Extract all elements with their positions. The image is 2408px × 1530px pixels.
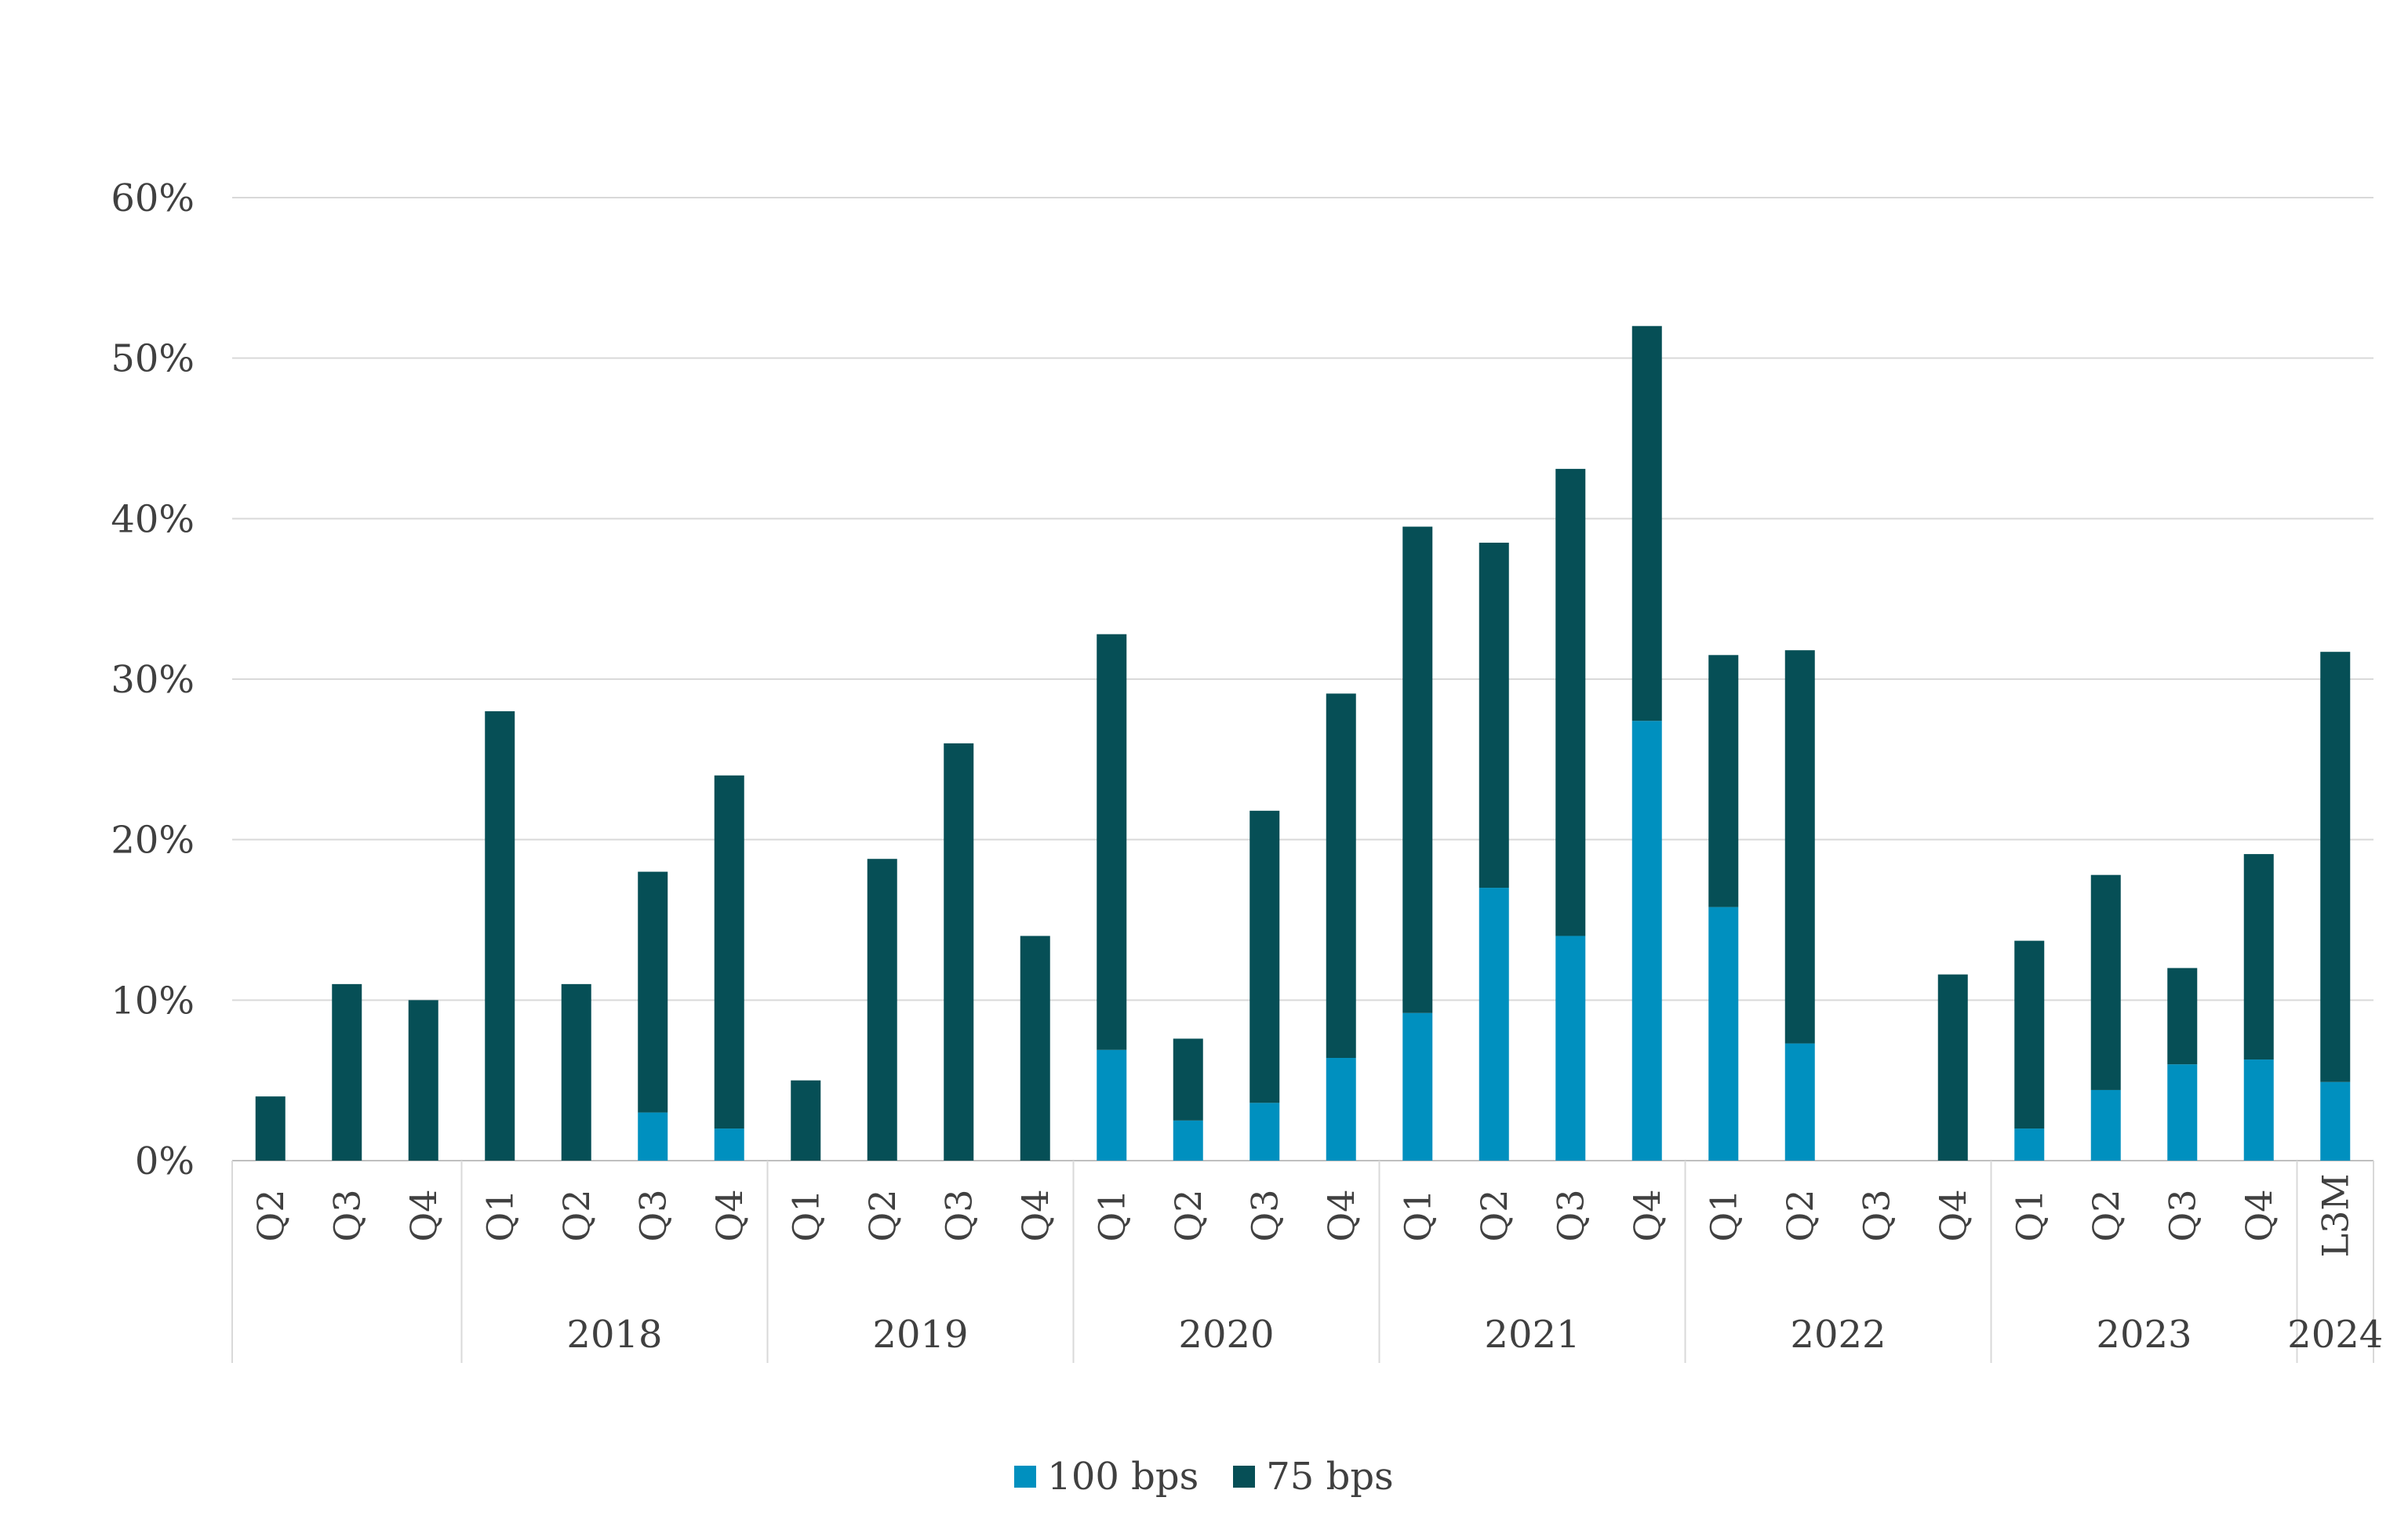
y-tick-label: 60% [111,176,195,220]
bar-75-bps [638,871,668,1113]
bar-75-bps [2014,940,2045,1129]
bar-75-bps [791,1080,821,1161]
legend-item-75-bps: 75 bps [1233,1455,1394,1499]
x-tick-label: Q4 [1320,1190,1362,1242]
bar-100-bps [1555,936,1586,1161]
x-tick-label: Q2 [861,1190,904,1242]
x-tick-label: Q2 [1167,1190,1209,1242]
bar-100-bps [1708,907,1739,1161]
x-tick-label: Q2 [1473,1190,1515,1242]
bar-75-bps [1784,650,1815,1044]
bar-75-bps [714,775,744,1129]
x-tick-label: Q4 [2238,1190,2280,1242]
bar-75-bps [1020,936,1050,1161]
y-tick-label: 30% [111,658,195,702]
bar-75-bps [1631,325,1662,721]
bar-75-bps [1708,655,1739,907]
x-tick-label: Q2 [2085,1190,2127,1242]
legend: 100 bps 75 bps [0,1455,2408,1499]
bar-100-bps [2014,1128,2045,1161]
group-label: 2021 [1484,1313,1580,1357]
bar-100-bps [1631,721,1662,1161]
bar-75-bps [1937,974,1968,1161]
x-tick-label: Q1 [2008,1190,2050,1242]
x-tick-label: Q1 [784,1190,827,1242]
x-tick-label: Q3 [2161,1190,2203,1242]
bar-100-bps [2320,1081,2351,1161]
bar-75-bps [1402,526,1433,1013]
group-label: 2019 [872,1313,968,1357]
group-label: 2018 [566,1313,662,1357]
bar-100-bps [1173,1120,1203,1161]
legend-swatch-75-bps [1233,1466,1256,1488]
x-tick-label: Q1 [478,1190,521,1242]
group-label: 2020 [1178,1313,1274,1357]
x-tick-label: Q3 [326,1190,368,1242]
x-tick-label: Q1 [1090,1190,1133,1242]
legend-item-100-bps: 100 bps [1014,1455,1199,1499]
legend-label-100-bps: 100 bps [1047,1455,1199,1499]
bar-75-bps [2243,854,2274,1060]
x-tick-label: L3M [2314,1174,2356,1258]
bar-75-bps [1173,1038,1203,1121]
bar-75-bps [1249,810,1280,1103]
x-tick-label: Q2 [1779,1190,1821,1242]
y-tick-label: 20% [111,819,195,863]
bar-75-bps [408,1000,438,1161]
bar-100-bps [2167,1064,2198,1161]
bar-75-bps [1326,693,1356,1059]
bar-75-bps [1479,543,1509,889]
bar-75-bps [1097,634,1127,1050]
y-tick-label: 50% [111,337,195,381]
x-tick-label: Q3 [937,1190,980,1242]
bar-75-bps [2090,874,2121,1090]
bar-100-bps [1326,1058,1356,1161]
x-tick-label: Q3 [1243,1190,1286,1242]
bar-100-bps [714,1128,744,1161]
bar-100-bps [1479,888,1509,1161]
bar-100-bps [1784,1043,1815,1161]
bar-100-bps [638,1112,668,1161]
x-tick-label: Q3 [1549,1190,1591,1242]
y-tick-label: 40% [111,497,195,541]
x-tick-label: Q4 [1932,1190,1974,1242]
bar-100-bps [1249,1103,1280,1161]
bar-100-bps [1402,1012,1433,1161]
bar-75-bps [2320,652,2351,1082]
group-label: 2024 [2287,1313,2383,1357]
bar-75-bps [485,710,515,1161]
legend-swatch-100-bps [1014,1466,1037,1488]
x-tick-label: Q4 [1626,1190,1668,1242]
bar-75-bps [944,743,974,1161]
x-tick-label: Q4 [708,1190,751,1242]
y-tick-label: 10% [111,979,195,1023]
x-tick-label: Q4 [402,1190,445,1242]
group-label: 2023 [2096,1313,2192,1357]
legend-label-75-bps: 75 bps [1266,1455,1394,1499]
x-tick-label: Q2 [555,1190,598,1242]
bar-100-bps [1097,1049,1127,1161]
x-tick-label: Q1 [1396,1190,1439,1242]
x-tick-label: Q4 [1014,1190,1057,1242]
bar-75-bps [867,859,897,1161]
bar-75-bps [2167,968,2198,1065]
x-tick-label: Q1 [1702,1190,1744,1242]
bar-75-bps [561,983,591,1161]
bar-75-bps [1555,468,1586,936]
bar-100-bps [2090,1089,2121,1161]
bar-75-bps [332,983,362,1161]
x-tick-label: Q3 [631,1190,674,1242]
x-tick-label: Q3 [1855,1190,1897,1242]
x-tick-label: Q2 [249,1190,292,1242]
y-tick-label: 0% [135,1139,195,1183]
bar-75-bps [255,1096,286,1161]
group-label: 2022 [1790,1313,1886,1357]
bar-100-bps [2243,1059,2274,1161]
